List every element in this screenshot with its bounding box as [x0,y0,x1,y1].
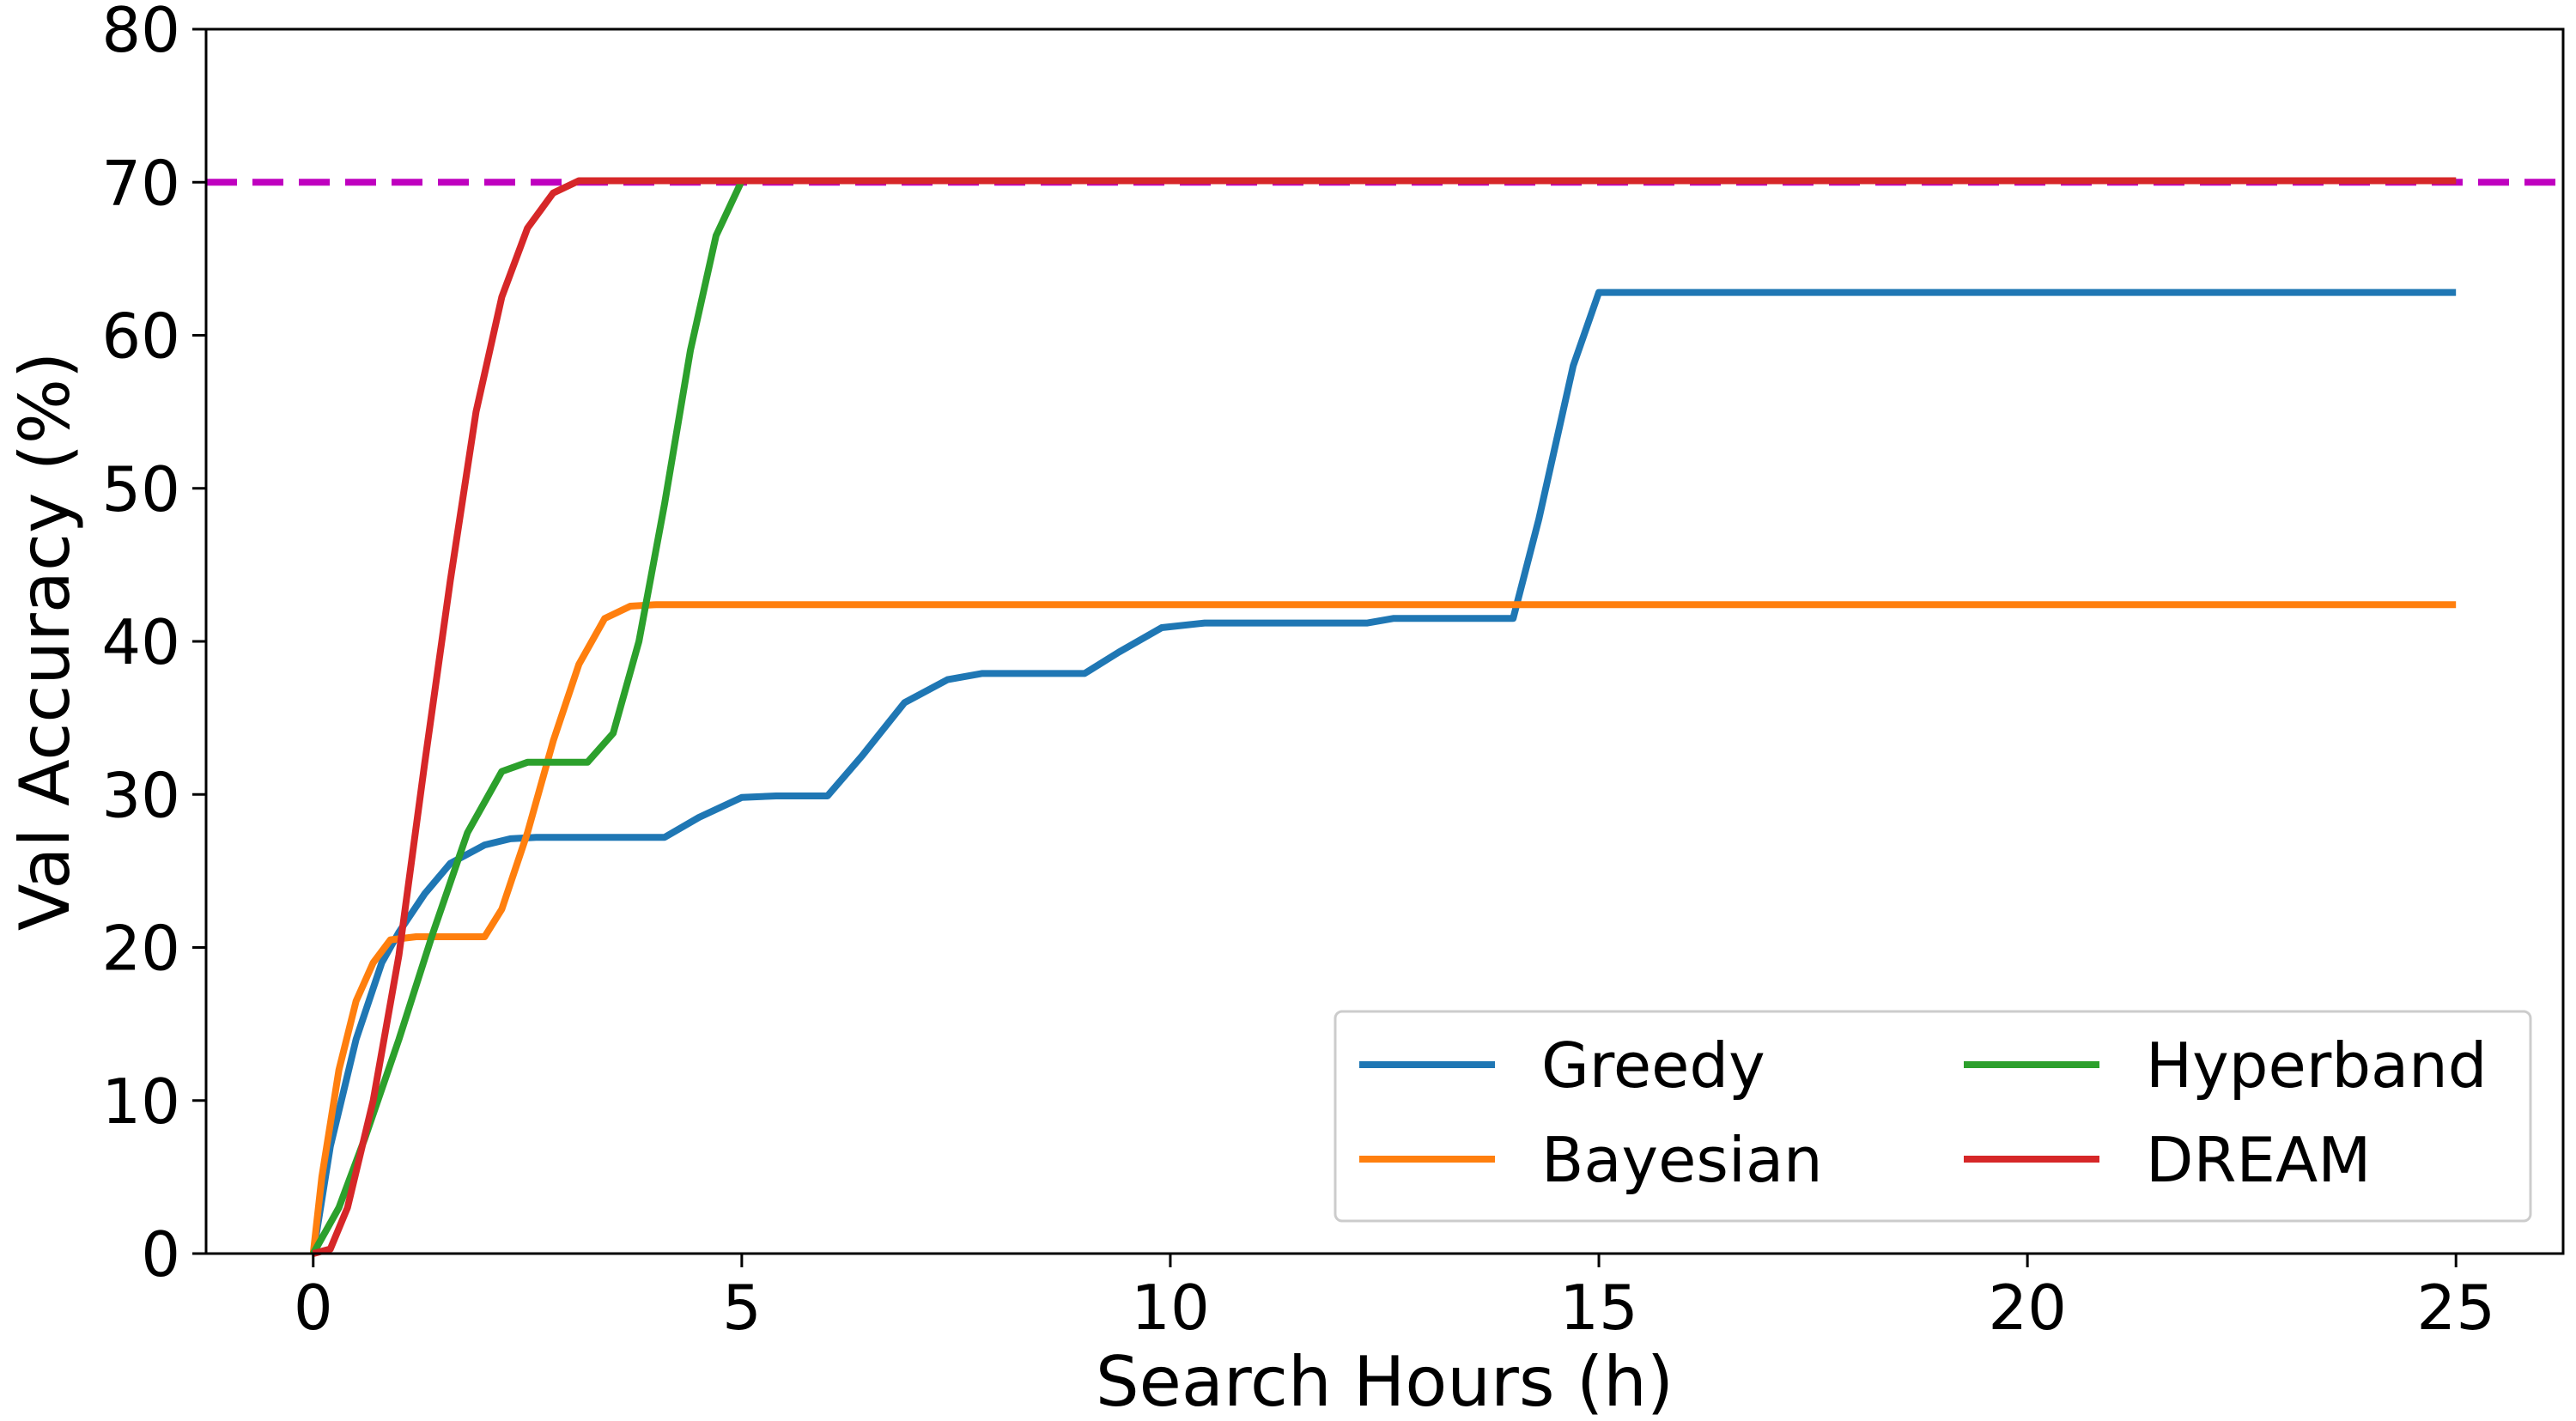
x-tick-label: 5 [722,1272,762,1344]
series-layer [309,177,2457,1257]
series-line-dream [312,177,2457,1257]
y-tick-label: 0 [141,1218,180,1290]
series-line-hyperband [310,177,2457,1255]
x-tick-label: 0 [294,1272,333,1344]
y-tick-label: 70 [101,147,180,219]
y-tick-label: 80 [101,0,180,66]
series-line-bayesian [309,601,2457,1254]
series-line-greedy [309,288,2457,1254]
y-tick-label: 40 [101,606,180,678]
legend-label-hyperband: Hyperband [2146,1029,2488,1102]
y-tick-label: 50 [101,453,180,525]
y-tick-label: 10 [101,1066,180,1138]
legend: Greedy Bayesian Hyperband DREAM [1334,1010,2532,1223]
legend-label-greedy: Greedy [1541,1029,1765,1102]
y-axis-label: Val Accuracy (%) [5,352,85,931]
x-axis-label: Search Hours (h) [1096,1342,1674,1417]
y-tick-label: 60 [101,301,180,373]
legend-label-bayesian: Bayesian [1541,1124,1823,1196]
y-tick-label: 20 [101,913,180,985]
x-tick-label: 20 [1988,1272,2067,1344]
x-tick-label: 10 [1131,1272,1210,1344]
x-tick-label: 15 [1559,1272,1638,1344]
ticks-layer: 0 5 10 15 20 25 0 10 20 30 40 50 60 70 80 [101,0,2495,1344]
legend-label-dream: DREAM [2146,1124,2371,1196]
x-tick-label: 25 [2416,1272,2495,1344]
y-tick-label: 30 [101,759,180,831]
legend-box [1334,1010,2532,1223]
